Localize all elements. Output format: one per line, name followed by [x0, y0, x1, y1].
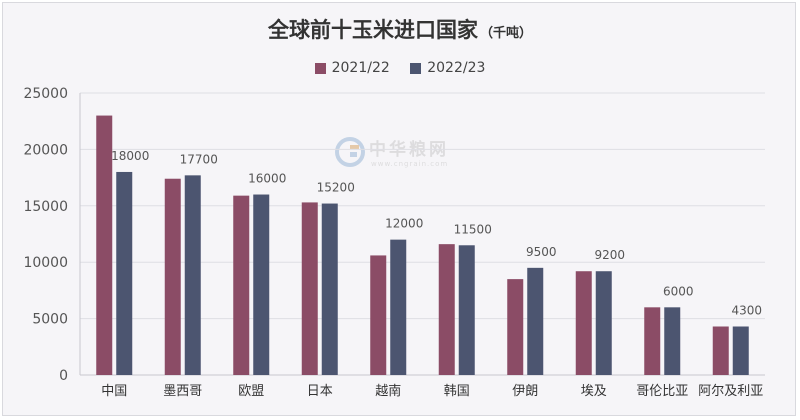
chart-unit: （千吨）	[479, 26, 532, 41]
bar-2021-22	[438, 244, 455, 375]
data-label: 18000	[111, 149, 149, 163]
watermark-url: www.cngrain.com	[371, 160, 449, 168]
watermark-name: 中华粮网	[369, 140, 449, 160]
x-category-label: 埃及	[581, 384, 607, 399]
y-tick-label: 20000	[23, 142, 68, 158]
x-category-label: 阿尔及利亚	[698, 384, 763, 399]
legend-label-2022-23: 2022/23	[427, 60, 486, 76]
bar-2021-22	[96, 115, 113, 375]
data-label: 16000	[248, 172, 286, 186]
x-category-label: 墨西哥	[163, 384, 202, 399]
title-block: 全球前十玉米进口国家 （千吨）	[0, 14, 800, 44]
grid-layer	[79, 92, 765, 376]
x-category-label: 越南	[375, 383, 401, 399]
bar-2022-23	[184, 175, 201, 375]
x-category-label: 伊朗	[512, 384, 538, 399]
y-tick-label: 0	[59, 368, 68, 384]
y-tick-label: 10000	[23, 255, 68, 271]
watermark: 中华粮网 www.cngrain.com	[335, 135, 449, 168]
data-label: 4300	[731, 303, 762, 317]
bar-2022-23	[664, 307, 681, 375]
bar-2021-22	[575, 271, 592, 375]
data-label: 12000	[385, 217, 423, 231]
bar-2022-23	[595, 271, 612, 375]
chart-title: 全球前十玉米进口国家	[267, 17, 478, 42]
data-label: 9500	[526, 245, 557, 259]
x-category-label: 中国	[101, 384, 127, 399]
data-label: 15200	[317, 181, 355, 195]
legend-swatch-2022-23	[410, 62, 422, 74]
grain-logo-icon	[335, 136, 365, 167]
bar-2022-23	[390, 239, 407, 375]
y-tick-label: 25000	[23, 86, 68, 102]
legend-item-2022-23: 2022/23	[410, 60, 485, 76]
data-label: 9200	[594, 248, 625, 262]
bar-2022-23	[458, 245, 475, 375]
legend: 2021/22 2022/23	[0, 60, 800, 78]
bar-2022-23	[321, 203, 338, 375]
bar-2021-22	[507, 279, 524, 375]
data-label: 11500	[454, 222, 492, 236]
data-label: 17700	[180, 152, 218, 166]
x-category-label: 欧盟	[238, 384, 264, 399]
bar-2022-23	[116, 171, 133, 375]
bar-2022-23	[732, 326, 749, 375]
bar-2021-22	[644, 307, 661, 375]
legend-label-2021-22: 2021/22	[331, 60, 390, 76]
bar-2021-22	[233, 195, 250, 375]
bar-2022-23	[527, 267, 544, 375]
bar-2022-23	[253, 194, 270, 375]
bar-2021-22	[164, 178, 181, 375]
y-tick-label: 15000	[23, 199, 68, 215]
bar-2021-22	[712, 326, 729, 375]
bar-2021-22	[370, 255, 387, 375]
y-tick-label: 5000	[32, 312, 68, 328]
bar-2021-22	[301, 202, 318, 375]
data-label: 6000	[663, 284, 694, 298]
legend-item-2021-22: 2021/22	[314, 60, 390, 76]
bar-layer	[96, 115, 749, 375]
x-category-label: 日本	[307, 384, 333, 399]
legend-swatch-2021-22	[314, 62, 326, 74]
label-layer: 0 5000 10000 15000 20000 25000 18000 中国 17700 墨西哥…	[23, 86, 763, 399]
x-category-label: 韩国	[444, 384, 470, 399]
x-category-label: 哥伦比亚	[636, 384, 688, 399]
